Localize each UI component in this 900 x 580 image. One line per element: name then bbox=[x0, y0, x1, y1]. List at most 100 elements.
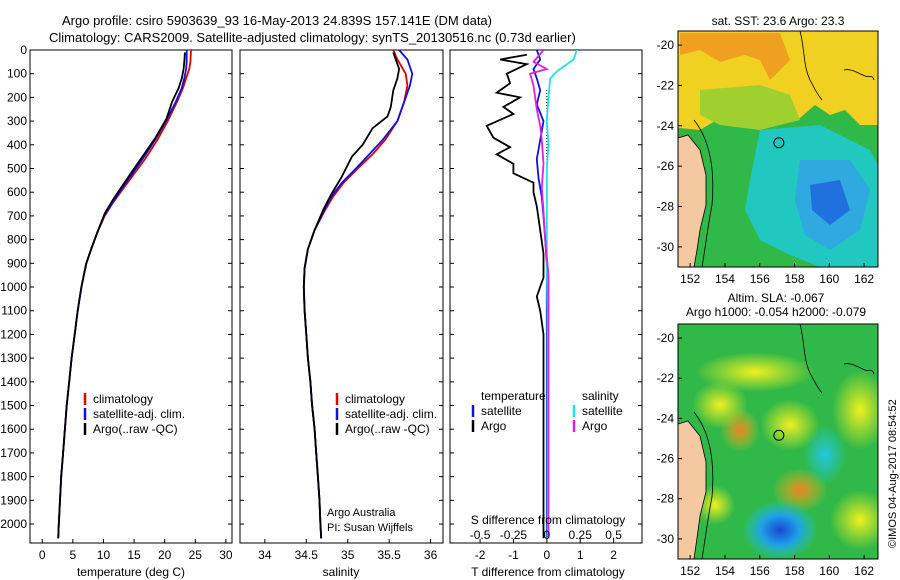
legend-salinity-heading: salinity bbox=[582, 389, 619, 403]
salinity-annotation-line1: Argo Australia bbox=[327, 507, 396, 519]
depth-tick-label: 900 bbox=[7, 256, 27, 270]
lon-tick-label: 154 bbox=[715, 564, 735, 578]
legend-label: satellite-adj. clim. bbox=[93, 407, 185, 421]
x-tick-label: 15 bbox=[127, 548, 141, 562]
depth-tick-label: 0 bbox=[20, 43, 27, 57]
s-diff-tick-label: 0 bbox=[543, 528, 550, 542]
lat-tick-label: -26 bbox=[657, 159, 675, 173]
x-tick-label: 0 bbox=[39, 548, 46, 562]
sst-map-title: sat. SST: 23.6 Argo: 23.3 bbox=[712, 14, 845, 28]
sla-isobath bbox=[693, 411, 714, 559]
salinity-panel: 34 34.5 35 35.5 36 climatologysatellite-adj.… bbox=[239, 49, 444, 579]
lon-tick-label: 162 bbox=[854, 564, 874, 578]
sst-yellow-green-patch bbox=[700, 85, 800, 130]
depth-tick-label: 800 bbox=[7, 233, 27, 247]
lat-tick-label: -30 bbox=[657, 532, 675, 546]
sla-land-australia bbox=[678, 420, 707, 559]
x-tick-label: -2 bbox=[475, 548, 486, 562]
salinity-y-ticks bbox=[240, 49, 443, 525]
series-line-s-satellite bbox=[545, 50, 578, 539]
sla-yellow-patch-4 bbox=[832, 370, 878, 450]
lat-tick-label: -30 bbox=[657, 240, 675, 254]
x-tick-label: 10 bbox=[97, 548, 111, 562]
lon-tick-label: 152 bbox=[680, 272, 700, 286]
sst-reef-contour bbox=[799, 31, 823, 101]
depth-tick-label: 2000 bbox=[0, 517, 27, 531]
s-difference-ticks: -0.5 -0.25 0 0.25 0.5 bbox=[470, 528, 623, 542]
legend-t-argo: Argo bbox=[481, 419, 507, 433]
depth-tick-label: 300 bbox=[7, 114, 27, 128]
sla-map-panel: Altim. SLA: -0.067 Argo h1000: -0.054 h2… bbox=[657, 291, 879, 578]
s-diff-tick-label: 0.25 bbox=[569, 528, 593, 542]
lat-tick-label: -20 bbox=[657, 331, 675, 345]
figure-title-line2: Climatology: CARS2009. Satellite-adjuste… bbox=[49, 30, 576, 45]
depth-tick-label: 200 bbox=[7, 90, 27, 104]
x-tick-label: 0 bbox=[543, 548, 550, 562]
figure-title-line1: Argo profile: csiro 5903639_93 16-May-20… bbox=[62, 13, 492, 28]
depth-tick-label: 1500 bbox=[0, 399, 27, 413]
sst-island-contour bbox=[843, 69, 875, 81]
sst-hot-patch bbox=[680, 33, 790, 80]
sla-low-eddy bbox=[742, 500, 818, 559]
t-difference-xlabel: T difference from climatology bbox=[471, 565, 625, 579]
temperature-x-axis: 0 5 10 15 20 25 30 bbox=[39, 539, 233, 562]
sst-heatmap bbox=[678, 31, 878, 267]
difference-x-axis: -2 -1 0 1 2 bbox=[475, 539, 617, 562]
x-tick-label: 36 bbox=[424, 548, 438, 562]
s-diff-tick-label: -0.5 bbox=[470, 528, 491, 542]
lon-tick-label: 156 bbox=[750, 564, 770, 578]
depth-tick-label: 1400 bbox=[0, 375, 27, 389]
sla-map-frame bbox=[677, 323, 879, 560]
salinity-lines bbox=[302, 50, 414, 539]
lon-tick-label: 160 bbox=[819, 564, 839, 578]
lat-tick-label: -26 bbox=[657, 452, 675, 466]
depth-tick-label: 1800 bbox=[0, 470, 27, 484]
salinity-axes-frame bbox=[239, 49, 444, 544]
salinity-annotation-line2: PI: Susan Wijffels bbox=[327, 522, 413, 534]
lon-tick-label: 160 bbox=[819, 272, 839, 286]
imos-timestamp: ©IMOS 04-Aug-2017 08:54:52 bbox=[887, 399, 899, 548]
temperature-xlabel: temperature (deg C) bbox=[77, 565, 185, 579]
lon-tick-label: 158 bbox=[785, 272, 805, 286]
s-difference-label: S difference from climatology bbox=[471, 513, 626, 527]
x-tick-label: 20 bbox=[158, 548, 172, 562]
lon-tick-label: 152 bbox=[680, 564, 700, 578]
depth-tick-label: 500 bbox=[7, 162, 27, 176]
difference-legend: temperature salinity satellite Argo sate… bbox=[471, 389, 623, 433]
depth-tick-label: 600 bbox=[7, 185, 27, 199]
depth-tick-label: 1600 bbox=[0, 422, 27, 436]
lon-tick-label: 156 bbox=[750, 272, 770, 286]
depth-tick-label: 100 bbox=[7, 67, 27, 81]
sla-map-ticks: 152 154 156 158 160 162 -20 -22 -24 -26 -28 -30 bbox=[657, 331, 875, 578]
s-diff-tick-label: -0.25 bbox=[500, 528, 528, 542]
x-tick-label: 35 bbox=[341, 548, 355, 562]
legend-s-argo: Argo bbox=[582, 419, 608, 433]
legend-label: Argo(..raw -QC) bbox=[345, 422, 430, 436]
difference-lines bbox=[485, 50, 578, 539]
sla-reef-contour bbox=[799, 324, 823, 394]
lat-tick-label: -24 bbox=[657, 411, 675, 425]
lon-tick-label: 154 bbox=[715, 272, 735, 286]
x-tick-label: 25 bbox=[189, 548, 203, 562]
series-line-argo-raw-qc- bbox=[302, 52, 401, 539]
x-tick-label: 5 bbox=[70, 548, 77, 562]
depth-tick-label: 1300 bbox=[0, 351, 27, 365]
legend-label: satellite-adj. clim. bbox=[345, 407, 437, 421]
lon-tick-label: 162 bbox=[854, 272, 874, 286]
x-tick-label: -1 bbox=[508, 548, 519, 562]
salinity-x-axis: 34 34.5 35 35.5 36 bbox=[258, 539, 438, 562]
lon-tick-label: 158 bbox=[785, 564, 805, 578]
x-tick-label: 30 bbox=[219, 548, 233, 562]
sst-map-panel: sat. SST: 23.6 Argo: 23.3 152 154 156 158 16… bbox=[657, 14, 879, 286]
lat-tick-label: -22 bbox=[657, 78, 675, 92]
temperature-lines bbox=[57, 50, 192, 539]
legend-label: climatology bbox=[345, 392, 405, 406]
depth-tick-label: 700 bbox=[7, 209, 27, 223]
depth-tick-label: 1200 bbox=[0, 327, 27, 341]
sla-map-title-line2: Argo h1000: -0.054 h2000: -0.079 bbox=[686, 305, 866, 319]
sst-isobath bbox=[693, 119, 714, 267]
depth-axis: 0 100 200 300 400 500 600 700 800 900 1000 1100 1200… bbox=[0, 43, 232, 531]
